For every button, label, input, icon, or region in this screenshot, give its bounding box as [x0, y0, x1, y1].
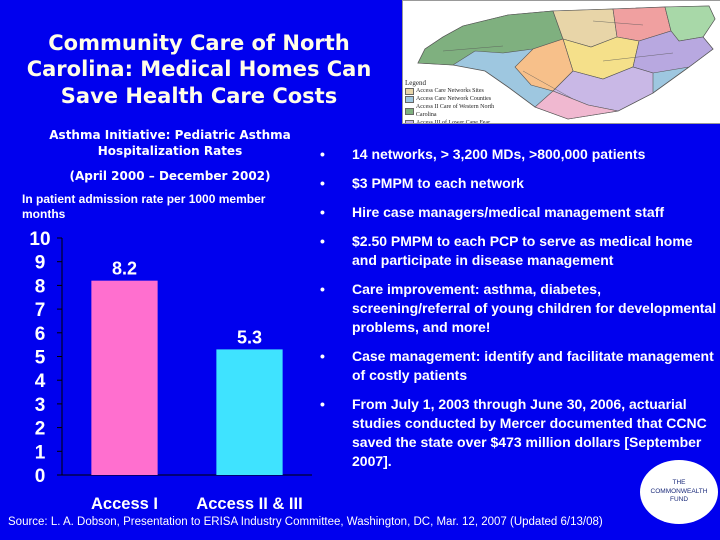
bar-data-label: 8.2: [112, 259, 137, 279]
bullet-icon: •: [320, 396, 325, 412]
map-legend-item: Access II Care of Western North Carolina: [405, 103, 515, 119]
source-note: Source: L. A. Dobson, Presentation to ER…: [8, 516, 603, 528]
y-tick-label: 7: [35, 300, 46, 321]
bullet-item: • 14 networks, > 3,200 MDs, >800,000 pati…: [318, 145, 718, 164]
map-image: [417, 5, 716, 120]
logo-line-2: COMMONWEALTH: [650, 487, 708, 495]
map-legend-item: Access III of Lower Cape Fear: [405, 119, 515, 124]
bullet-item: • Care improvement: asthma, diabetes, scr…: [318, 280, 718, 337]
bullet-item: • Hire case managers/medical management s…: [318, 203, 718, 222]
bullet-icon: •: [320, 233, 325, 249]
map-legend-swatch: [405, 95, 414, 103]
bullet-item: • Case management: identify and facilitat…: [318, 347, 718, 385]
logo-line-3: FUND: [669, 496, 689, 504]
bullet-icon: •: [320, 348, 325, 364]
bar: [91, 280, 158, 475]
map-legend-item: Access Care Network Counties: [405, 95, 515, 103]
x-category-label: Access II & III: [196, 495, 302, 513]
bullet-text: Case management: identify and facilitate…: [352, 348, 714, 383]
map-legend-swatch: [405, 107, 414, 115]
bullet-icon: •: [320, 281, 325, 297]
bullet-text: 14 networks, > 3,200 MDs, >800,000 patie…: [352, 146, 646, 162]
bullet-item: • From July 1, 2003 through June 30, 2006…: [318, 395, 718, 471]
chart-subtitle: (April 2000 – December 2002): [69, 169, 271, 183]
chart-y-axis-label: In patient admission rate per 1000 membe…: [22, 192, 266, 221]
bar: [216, 349, 283, 475]
logo-line-1: THE: [672, 479, 686, 487]
bullet-icon: •: [320, 204, 325, 220]
bullet-item: • $2.50 PMPM to each PCP to serve as medi…: [318, 232, 718, 270]
map-legend-swatch: [405, 119, 414, 123]
bullet-text: $3 PMPM to each network: [352, 175, 524, 191]
y-tick-label: 2: [35, 419, 46, 440]
map-legend-label: Access II Care of Western North Carolina: [415, 104, 495, 118]
chart-title: Asthma Initiative: Pediatric Asthma Hosp…: [49, 128, 291, 158]
bullet-item: • $3 PMPM to each network: [318, 174, 718, 193]
bullet-text: $2.50 PMPM to each PCP to serve as medic…: [352, 233, 693, 268]
y-tick-label: 3: [35, 395, 46, 416]
bullet-text: Hire case managers/medical management st…: [352, 204, 665, 220]
x-category-label: Access I: [91, 495, 158, 513]
commonwealth-fund-logo: THE COMMONWEALTH FUND: [640, 460, 718, 524]
bullet-icon: •: [320, 146, 325, 162]
bullet-text: From July 1, 2003 through June 30, 2006,…: [352, 396, 707, 469]
map-legend-label: Access III of Lower Cape Fear: [416, 120, 491, 124]
map-legend-item: Access Care Networks Sites: [405, 87, 515, 95]
bar-data-label: 5.3: [237, 327, 262, 347]
map-legend: Legend Access Care Networks Sites Access …: [405, 79, 515, 124]
y-tick-label: 0: [35, 466, 46, 487]
y-tick-label: 10: [29, 229, 50, 250]
y-tick-label: 5: [35, 348, 46, 369]
map-legend-label: Access Care Networks Sites: [416, 88, 484, 94]
y-tick-label: 8: [35, 276, 46, 297]
y-tick-label: 4: [35, 371, 46, 392]
y-tick-label: 1: [35, 442, 46, 463]
slide-title: Community Care of North Carolina: Medica…: [26, 31, 372, 108]
map-legend-label: Access Care Network Counties: [416, 96, 492, 102]
nc-county-map: Legend Access Care Networks Sites Access …: [402, 0, 720, 124]
map-legend-title: Legend: [405, 79, 426, 87]
y-tick-label: 9: [35, 253, 46, 274]
y-tick-label: 6: [35, 324, 46, 345]
map-legend-swatch: [405, 87, 414, 95]
bullet-list: • 14 networks, > 3,200 MDs, >800,000 pati…: [318, 145, 718, 481]
bullet-text: Care improvement: asthma, diabetes, scre…: [352, 281, 717, 335]
bullet-icon: •: [320, 175, 325, 191]
